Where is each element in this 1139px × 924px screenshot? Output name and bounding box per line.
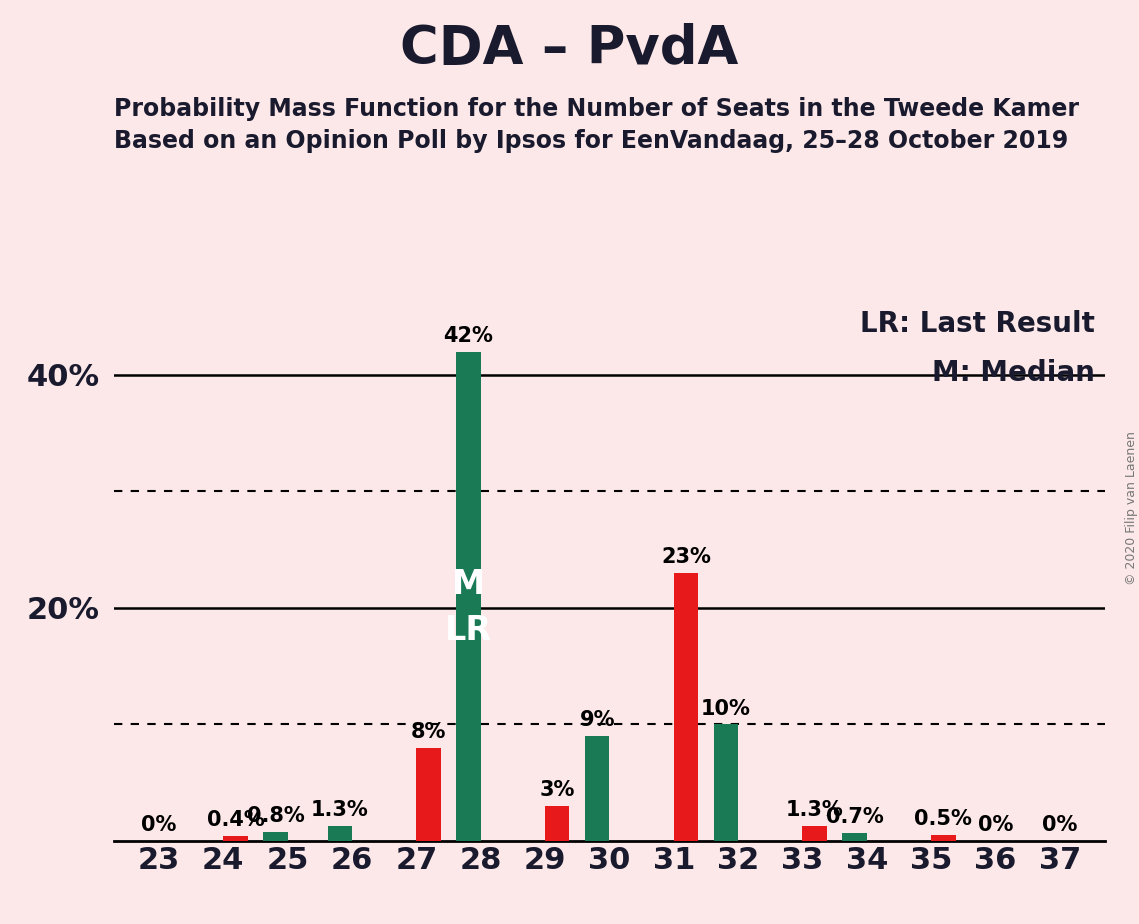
Text: 0%: 0%	[977, 815, 1013, 835]
Bar	[802, 826, 827, 841]
Text: Probability Mass Function for the Number of Seats in the Tweede Kamer: Probability Mass Function for the Number…	[114, 97, 1079, 121]
Text: 0.4%: 0.4%	[206, 810, 264, 831]
Text: Based on an Opinion Poll by Ipsos for EenVandaag, 25–28 October 2019: Based on an Opinion Poll by Ipsos for Ee…	[114, 129, 1068, 153]
Text: 42%: 42%	[443, 325, 493, 346]
Bar	[673, 573, 698, 841]
Text: 9%: 9%	[580, 711, 615, 730]
Bar	[457, 351, 481, 841]
Text: 3%: 3%	[540, 780, 575, 800]
Text: 23%: 23%	[661, 547, 711, 567]
Bar	[223, 836, 248, 841]
Bar	[585, 736, 609, 841]
Text: 0.8%: 0.8%	[246, 806, 304, 826]
Bar	[417, 748, 441, 841]
Text: 0%: 0%	[1042, 815, 1077, 835]
Bar	[263, 832, 288, 841]
Text: 10%: 10%	[700, 699, 751, 719]
Text: 1.3%: 1.3%	[311, 800, 369, 820]
Bar	[714, 724, 738, 841]
Text: 8%: 8%	[411, 722, 446, 742]
Bar	[931, 835, 956, 841]
Text: 1.3%: 1.3%	[786, 800, 844, 820]
Text: M
LR: M LR	[445, 568, 492, 648]
Text: © 2020 Filip van Laenen: © 2020 Filip van Laenen	[1124, 432, 1138, 585]
Text: LR: Last Result: LR: Last Result	[860, 310, 1095, 338]
Text: 0.7%: 0.7%	[826, 807, 884, 827]
Text: 0%: 0%	[141, 815, 177, 835]
Text: M: Median: M: Median	[932, 359, 1095, 386]
Bar	[546, 806, 570, 841]
Bar	[328, 826, 352, 841]
Bar	[843, 833, 867, 841]
Text: CDA – PvdA: CDA – PvdA	[400, 23, 739, 75]
Text: 0.5%: 0.5%	[915, 809, 973, 829]
